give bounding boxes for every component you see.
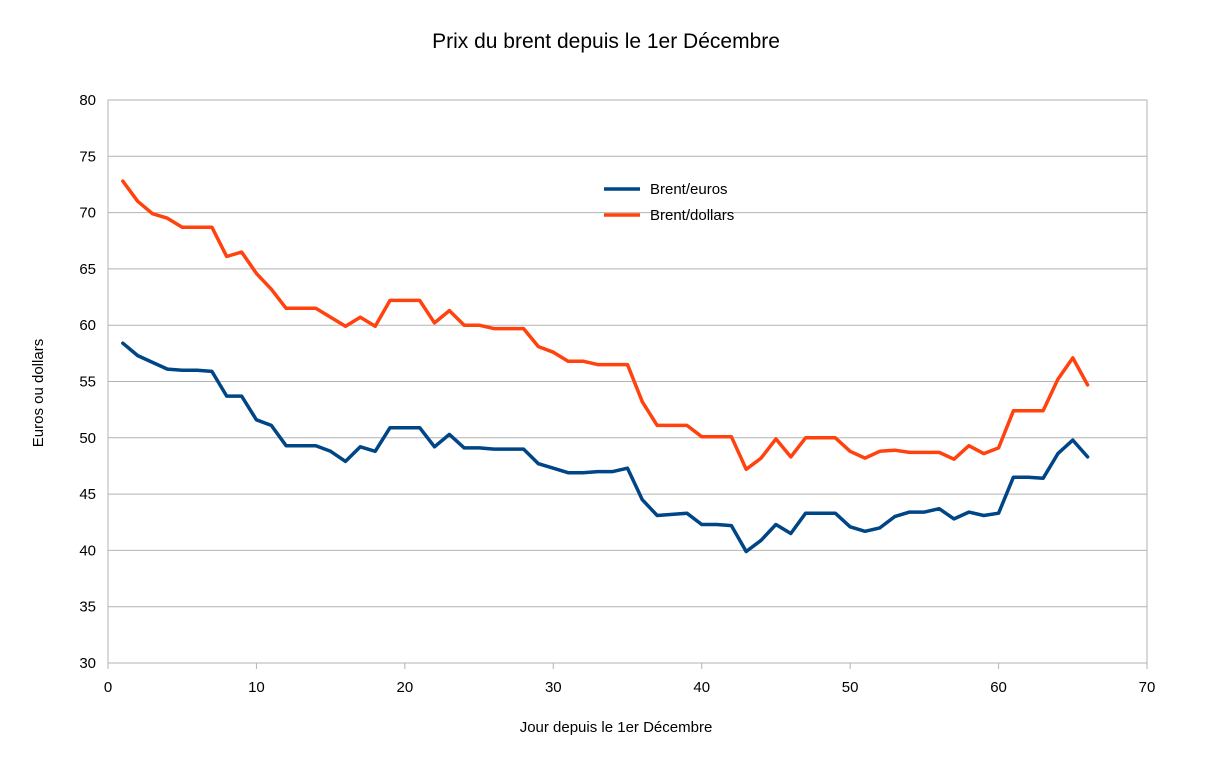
y-tick-label: 65	[79, 261, 96, 278]
y-tick-label: 60	[79, 317, 96, 334]
y-tick-label: 35	[79, 599, 96, 616]
series-line-brent-dollars	[121, 179, 1090, 472]
y-tick-label: 30	[79, 655, 96, 672]
x-axis-title: Jour depuis le 1er Décembre	[520, 719, 713, 736]
y-tick-label: 80	[79, 92, 96, 109]
y-tick-label: 50	[79, 430, 96, 447]
x-tick-label: 30	[545, 679, 562, 696]
y-tick-label: 70	[79, 205, 96, 222]
x-tick-label: 60	[990, 679, 1007, 696]
series-lines	[121, 179, 1090, 554]
x-tick-label: 40	[693, 679, 710, 696]
x-tick-label: 70	[1139, 679, 1156, 696]
chart-title: Prix du brent depuis le 1er Décembre	[432, 30, 780, 53]
plot-frame	[107, 99, 1148, 664]
legend-label: Brent/dollars	[650, 207, 734, 224]
y-axis-title: Euros ou dollars	[30, 339, 47, 447]
series-line-brent-euros	[121, 341, 1090, 554]
gridlines	[108, 99, 1147, 664]
y-tick-label: 40	[79, 542, 96, 559]
legend-label: Brent/euros	[650, 181, 728, 198]
axis-ticks: 30 35 40 45 50 55 60 65 70 75 80 0 10 20 30 40 50 60 70	[79, 92, 1155, 696]
y-tick-label: 45	[79, 486, 96, 503]
x-tick-label: 10	[248, 679, 265, 696]
legend: Brent/euros Brent/dollars	[604, 181, 734, 224]
y-tick-label: 75	[79, 148, 96, 165]
y-tick-label: 55	[79, 374, 96, 391]
x-tick-label: 50	[842, 679, 859, 696]
x-tick-label: 20	[397, 679, 414, 696]
x-tick-label: 0	[104, 679, 112, 696]
